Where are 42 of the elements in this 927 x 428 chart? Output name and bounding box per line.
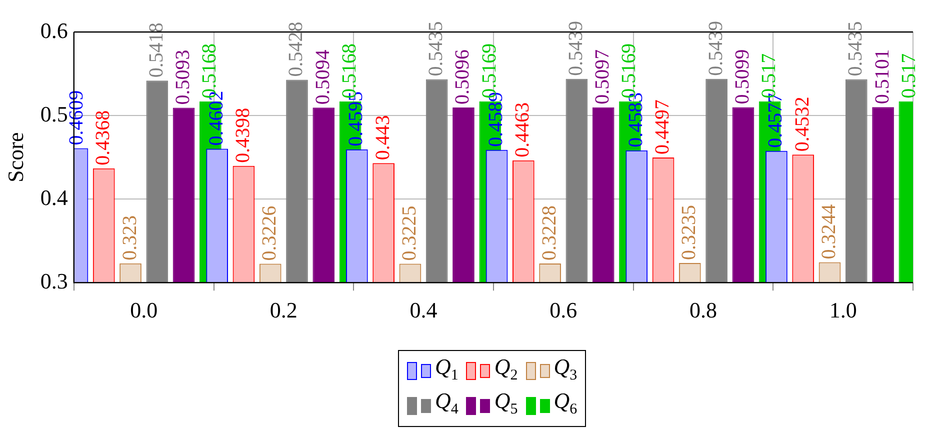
data-label: 0.323 bbox=[118, 215, 141, 260]
data-label: 0.3244 bbox=[818, 204, 840, 260]
data-label: 0.5101 bbox=[871, 49, 894, 104]
y-tick-label: 0.5 bbox=[40, 101, 68, 126]
data-label: 0.3226 bbox=[258, 206, 281, 261]
y-tick-label: 0.6 bbox=[40, 18, 68, 43]
data-label: 0.5093 bbox=[172, 50, 194, 105]
data-label: 0.5435 bbox=[844, 21, 867, 76]
data-label: 0.5099 bbox=[731, 49, 754, 104]
data-label: 0.5439 bbox=[704, 20, 727, 76]
legend-label: Q$_{6}$ bbox=[554, 388, 578, 420]
data-label: 0.443 bbox=[372, 115, 394, 160]
data-label: 0.4463 bbox=[512, 102, 534, 158]
y-tick-label: 0.3 bbox=[40, 268, 68, 294]
data-label: 0.5428 bbox=[285, 22, 308, 77]
legend-label: Q$_{2}$ bbox=[494, 354, 518, 386]
legend-label: Q$_{5}$ bbox=[494, 388, 518, 420]
x-tick-label: 0.0 bbox=[130, 298, 158, 323]
data-label: 0.3235 bbox=[678, 204, 700, 260]
x-tick-label: 0.6 bbox=[550, 298, 578, 323]
y-axis-title: Score bbox=[2, 132, 28, 182]
x-tick-label: 0.8 bbox=[689, 298, 717, 323]
legend-label: Q$_{4}$ bbox=[435, 388, 458, 420]
data-label: 0.3225 bbox=[398, 206, 420, 261]
x-tick-label: 0.4 bbox=[410, 298, 438, 323]
data-label: 0.5096 bbox=[452, 50, 474, 105]
legend-label: Q$_{3}$ bbox=[554, 354, 578, 386]
data-label: 0.4532 bbox=[791, 96, 814, 152]
data-label: 0.4398 bbox=[232, 108, 254, 163]
data-label: 0.4368 bbox=[92, 110, 114, 166]
data-label: 0.5094 bbox=[312, 50, 334, 105]
data-label: 0.517 bbox=[898, 53, 920, 98]
data-label: 0.5439 bbox=[564, 20, 587, 76]
y-tick-label: 0.4 bbox=[40, 184, 68, 210]
legend-label: Q$_{1}$ bbox=[435, 354, 458, 386]
data-label: 0.4497 bbox=[652, 100, 674, 155]
data-label: 0.3228 bbox=[538, 206, 560, 261]
x-tick-label: 0.2 bbox=[270, 298, 298, 323]
x-tick-label: 1.0 bbox=[829, 298, 857, 323]
data-label: 0.5418 bbox=[145, 22, 168, 78]
data-label: 0.5097 bbox=[592, 49, 614, 104]
data-label: 0.5435 bbox=[425, 21, 448, 76]
